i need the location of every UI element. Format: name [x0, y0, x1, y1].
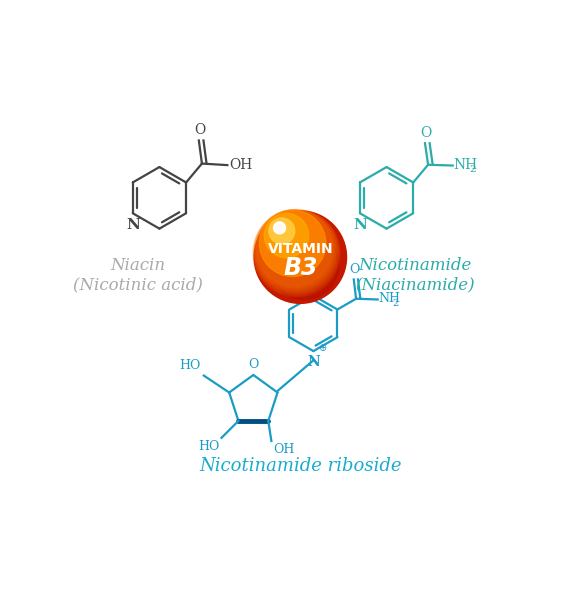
Circle shape: [253, 209, 339, 296]
Circle shape: [258, 211, 329, 283]
Text: OH: OH: [273, 443, 294, 456]
Circle shape: [253, 209, 340, 297]
Circle shape: [254, 210, 338, 294]
Circle shape: [258, 211, 329, 281]
Text: N: N: [307, 355, 320, 369]
Text: N: N: [126, 218, 139, 232]
Circle shape: [257, 211, 331, 285]
Circle shape: [260, 211, 326, 278]
Circle shape: [260, 212, 325, 277]
Circle shape: [254, 210, 337, 292]
Text: O: O: [194, 123, 205, 137]
Circle shape: [253, 209, 340, 297]
Circle shape: [259, 211, 328, 280]
Circle shape: [260, 210, 326, 277]
Text: N: N: [353, 218, 367, 232]
Text: Nicotinamide
(Niacinamide): Nicotinamide (Niacinamide): [355, 257, 475, 294]
Text: NH: NH: [454, 158, 478, 172]
Text: O: O: [420, 126, 431, 140]
Circle shape: [258, 211, 330, 283]
Text: 2: 2: [393, 299, 399, 308]
Text: Nicotinamide riboside: Nicotinamide riboside: [199, 457, 401, 476]
Circle shape: [269, 218, 295, 244]
Circle shape: [253, 209, 339, 295]
Circle shape: [258, 211, 329, 282]
Text: O: O: [349, 263, 360, 276]
Text: ⊕: ⊕: [319, 343, 327, 353]
Circle shape: [255, 210, 335, 290]
Text: 2: 2: [469, 165, 476, 174]
Circle shape: [257, 211, 331, 284]
Text: O: O: [248, 358, 258, 371]
Circle shape: [274, 222, 285, 234]
Circle shape: [255, 210, 336, 291]
Circle shape: [264, 214, 309, 258]
Text: B3: B3: [283, 256, 318, 280]
Circle shape: [255, 210, 336, 291]
Circle shape: [255, 210, 334, 289]
Text: OH: OH: [229, 158, 252, 172]
Circle shape: [257, 211, 333, 287]
Circle shape: [256, 211, 333, 287]
Circle shape: [256, 211, 333, 288]
Circle shape: [257, 211, 332, 286]
Circle shape: [254, 210, 338, 293]
Circle shape: [257, 211, 332, 286]
Circle shape: [260, 212, 326, 278]
Text: VITAMIN: VITAMIN: [268, 242, 333, 257]
Text: HO: HO: [199, 440, 220, 453]
Circle shape: [259, 211, 328, 281]
Circle shape: [270, 230, 339, 300]
Circle shape: [254, 211, 346, 303]
Text: NH: NH: [379, 292, 400, 305]
Text: Niacin
(Nicotinic acid): Niacin (Nicotinic acid): [73, 257, 203, 294]
Circle shape: [254, 209, 338, 294]
Circle shape: [255, 210, 335, 290]
Circle shape: [259, 211, 327, 279]
Text: HO: HO: [179, 359, 200, 372]
